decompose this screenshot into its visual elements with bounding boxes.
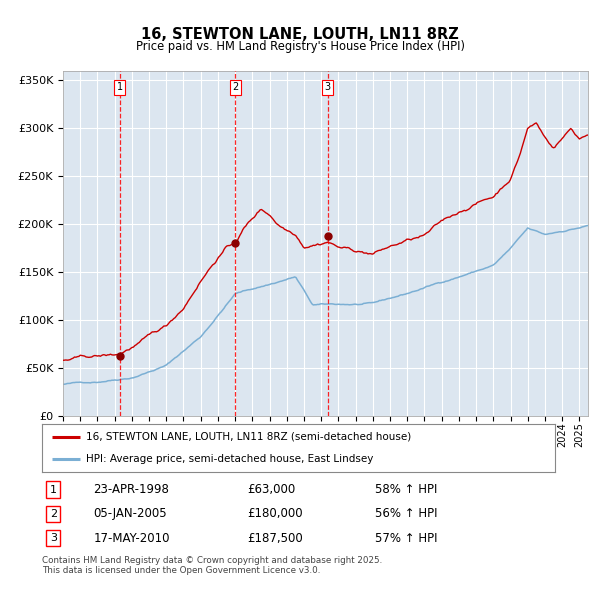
- Text: 2: 2: [50, 509, 57, 519]
- Text: £63,000: £63,000: [247, 483, 295, 496]
- Text: HPI: Average price, semi-detached house, East Lindsey: HPI: Average price, semi-detached house,…: [86, 454, 373, 464]
- Text: £180,000: £180,000: [247, 507, 303, 520]
- Text: 1: 1: [50, 485, 57, 495]
- Text: 05-JAN-2005: 05-JAN-2005: [94, 507, 167, 520]
- Text: 58% ↑ HPI: 58% ↑ HPI: [376, 483, 438, 496]
- Text: 16, STEWTON LANE, LOUTH, LN11 8RZ (semi-detached house): 16, STEWTON LANE, LOUTH, LN11 8RZ (semi-…: [86, 432, 411, 442]
- Text: 56% ↑ HPI: 56% ↑ HPI: [376, 507, 438, 520]
- Text: 17-MAY-2010: 17-MAY-2010: [94, 532, 170, 545]
- Text: 3: 3: [50, 533, 57, 543]
- Text: 2: 2: [232, 83, 239, 93]
- Text: 16, STEWTON LANE, LOUTH, LN11 8RZ: 16, STEWTON LANE, LOUTH, LN11 8RZ: [141, 27, 459, 42]
- Text: £187,500: £187,500: [247, 532, 303, 545]
- Text: 1: 1: [117, 83, 123, 93]
- Text: 3: 3: [325, 83, 331, 93]
- Text: Contains HM Land Registry data © Crown copyright and database right 2025.
This d: Contains HM Land Registry data © Crown c…: [42, 556, 382, 575]
- Text: Price paid vs. HM Land Registry's House Price Index (HPI): Price paid vs. HM Land Registry's House …: [136, 40, 464, 53]
- Text: 57% ↑ HPI: 57% ↑ HPI: [376, 532, 438, 545]
- Text: 23-APR-1998: 23-APR-1998: [94, 483, 169, 496]
